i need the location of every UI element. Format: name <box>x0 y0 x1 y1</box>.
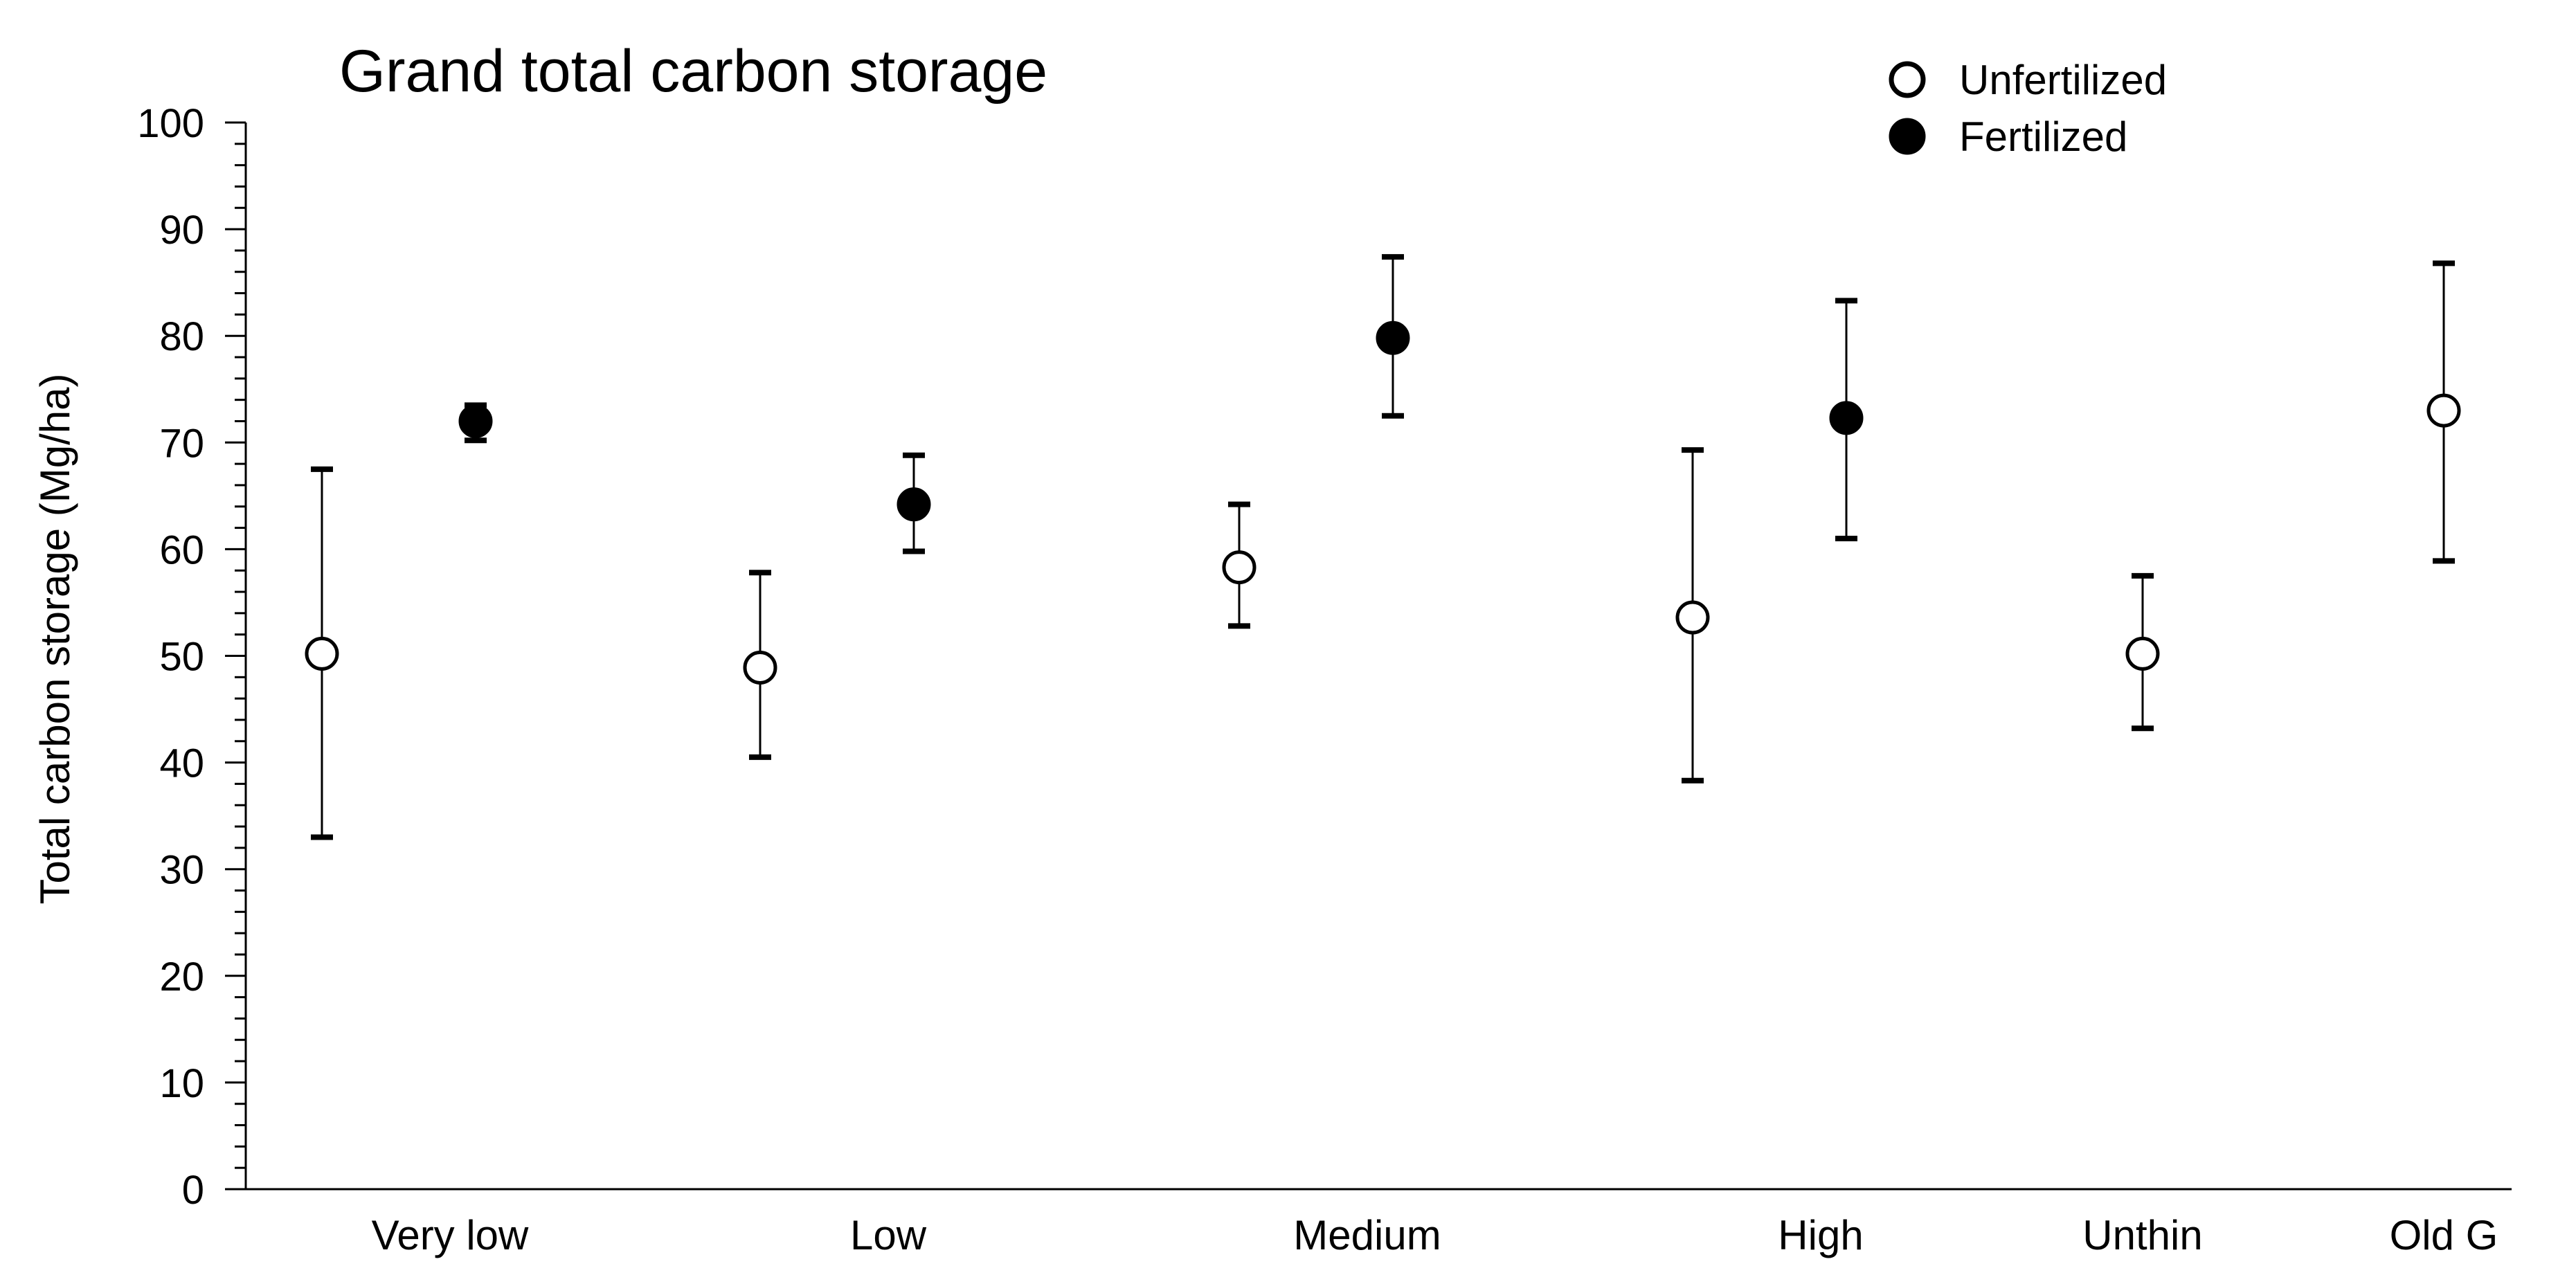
axes <box>244 123 2512 1191</box>
legend-label-unfertilized: Unfertilized <box>1959 57 2167 103</box>
x-tick-label: Very low <box>372 1212 529 1258</box>
data-point <box>1376 320 1410 355</box>
y-tick-label: 10 <box>159 1061 204 1106</box>
x-tick-label: Old G <box>2390 1212 2498 1258</box>
series-fertilized <box>458 254 1864 554</box>
y-tick-label: 100 <box>137 101 204 146</box>
y-tick-label: 40 <box>159 741 204 786</box>
y-axis-label: Total carbon storage (Mg/ha) <box>32 373 78 904</box>
y-tick-label: 30 <box>159 848 204 893</box>
data-point <box>305 636 339 671</box>
data-point <box>897 487 931 522</box>
y-tick-label: 50 <box>159 635 204 680</box>
legend-marker-fertilized <box>1889 118 1926 155</box>
y-tick-label: 80 <box>159 314 204 359</box>
chart-title: Grand total carbon storage <box>339 38 1047 105</box>
data-point <box>2426 393 2461 428</box>
x-tick-label: Low <box>850 1212 927 1258</box>
y-axis-ticks: 0 10 20 30 40 50 60 70 80 90 100 <box>137 101 246 1213</box>
data-point <box>1829 401 1864 435</box>
y-tick-label: 70 <box>159 421 204 466</box>
x-axis-labels: Very low Low Medium High Unthin Old G <box>372 1212 2498 1258</box>
data-series <box>305 254 2461 840</box>
y-tick-label: 90 <box>159 208 204 253</box>
x-tick-label: High <box>1778 1212 1863 1258</box>
y-tick-label: 0 <box>182 1168 204 1213</box>
y-tick-label: 20 <box>159 955 204 1000</box>
data-point <box>1675 600 1710 635</box>
data-point <box>2125 636 2160 671</box>
legend: Unfertilized Fertilized <box>1889 57 2167 160</box>
x-tick-label: Unthin <box>2082 1212 2202 1258</box>
data-point <box>458 404 493 438</box>
y-tick-label: 60 <box>159 527 204 572</box>
series-unfertilized <box>305 260 2461 840</box>
legend-label-fertilized: Fertilized <box>1959 114 2127 160</box>
legend-marker-unfertilized <box>1889 61 1926 98</box>
x-tick-label: Medium <box>1293 1212 1441 1258</box>
data-point <box>1222 550 1257 585</box>
data-point <box>743 650 777 685</box>
